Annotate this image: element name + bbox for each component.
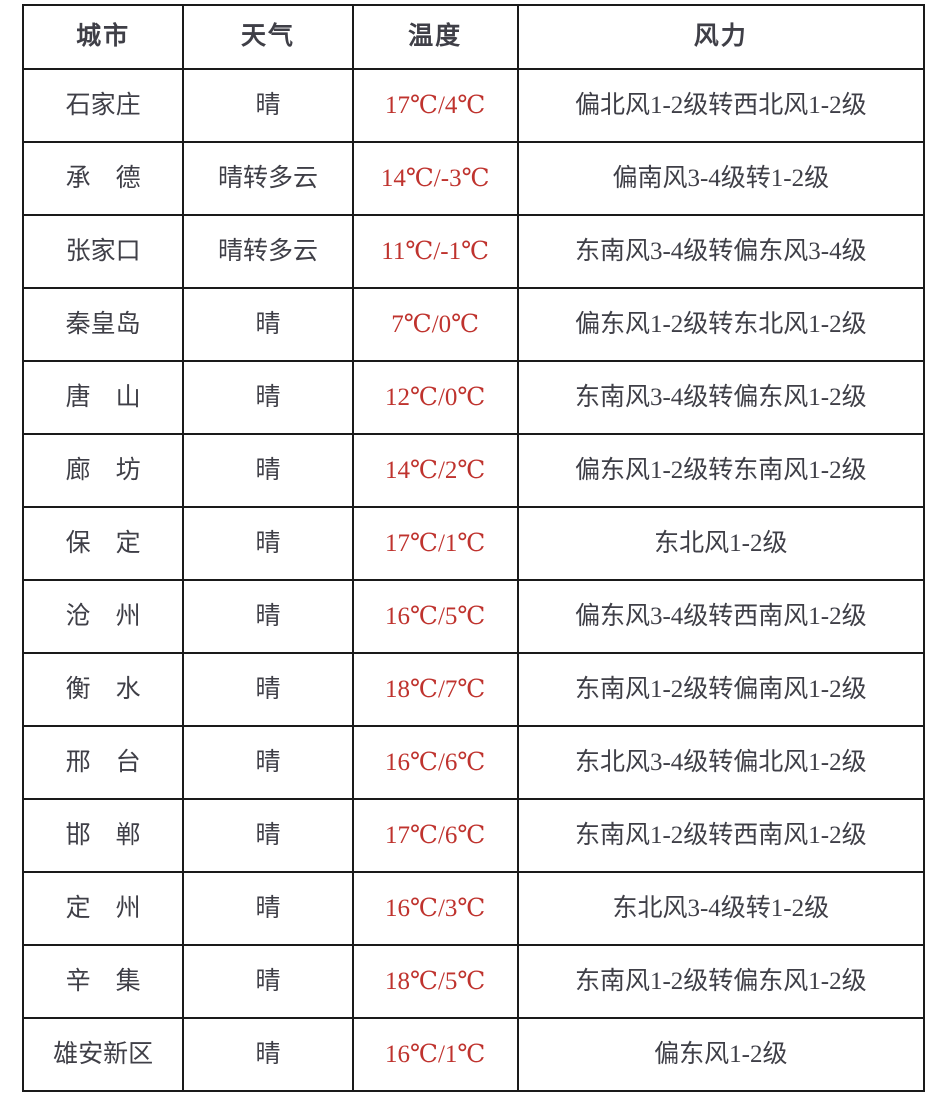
city-cell: 石家庄: [21, 68, 185, 143]
table-body: 石家庄 晴 17℃/4℃ 偏北风1-2级转西北风1-2级 承 德 晴转多云 14…: [21, 68, 926, 1092]
header-city: 城市: [21, 4, 185, 70]
city-cell: 雄安新区: [21, 1017, 185, 1092]
city-cell: 辛 集: [21, 944, 185, 1019]
weather-cell: 晴转多云: [182, 141, 354, 216]
temp-cell: 14℃/2℃: [351, 433, 519, 508]
weather-cell: 晴: [182, 433, 354, 508]
wind-cell: 偏东风1-2级转东南风1-2级: [516, 433, 926, 508]
table-row: 沧 州 晴 16℃/5℃ 偏东风3-4级转西南风1-2级: [21, 579, 926, 654]
temp-cell: 14℃/-3℃: [351, 141, 519, 216]
table-row: 石家庄 晴 17℃/4℃ 偏北风1-2级转西北风1-2级: [21, 68, 926, 143]
temp-cell: 12℃/0℃: [351, 360, 519, 435]
city-cell: 邢 台: [21, 725, 185, 800]
temp-cell: 16℃/6℃: [351, 725, 519, 800]
temp-cell: 16℃/5℃: [351, 579, 519, 654]
temp-cell: 17℃/1℃: [351, 506, 519, 581]
temp-cell: 11℃/-1℃: [351, 214, 519, 289]
weather-cell: 晴: [182, 287, 354, 362]
table-row: 承 德 晴转多云 14℃/-3℃ 偏南风3-4级转1-2级: [21, 141, 926, 216]
temp-cell: 17℃/4℃: [351, 68, 519, 143]
temp-cell: 18℃/5℃: [351, 944, 519, 1019]
weather-cell: 晴: [182, 798, 354, 873]
temp-cell: 16℃/1℃: [351, 1017, 519, 1092]
wind-cell: 偏东风1-2级转东北风1-2级: [516, 287, 926, 362]
wind-cell: 偏南风3-4级转1-2级: [516, 141, 926, 216]
table-row: 邯 郸 晴 17℃/6℃ 东南风1-2级转西南风1-2级: [21, 798, 926, 873]
table-row: 雄安新区 晴 16℃/1℃ 偏东风1-2级: [21, 1017, 926, 1092]
temp-cell: 16℃/3℃: [351, 871, 519, 946]
wind-cell: 东南风3-4级转偏东风1-2级: [516, 360, 926, 435]
temp-cell: 7℃/0℃: [351, 287, 519, 362]
table-row: 辛 集 晴 18℃/5℃ 东南风1-2级转偏东风1-2级: [21, 944, 926, 1019]
wind-cell: 东南风1-2级转西南风1-2级: [516, 798, 926, 873]
table-row: 衡 水 晴 18℃/7℃ 东南风1-2级转偏南风1-2级: [21, 652, 926, 727]
wind-cell: 偏东风1-2级: [516, 1017, 926, 1092]
city-cell: 秦皇岛: [21, 287, 185, 362]
city-cell: 唐 山: [21, 360, 185, 435]
city-cell: 保 定: [21, 506, 185, 581]
city-cell: 定 州: [21, 871, 185, 946]
weather-cell: 晴: [182, 652, 354, 727]
weather-cell: 晴: [182, 579, 354, 654]
city-cell: 衡 水: [21, 652, 185, 727]
weather-cell: 晴: [182, 871, 354, 946]
weather-cell: 晴: [182, 506, 354, 581]
weather-cell: 晴转多云: [182, 214, 354, 289]
table-row: 保 定 晴 17℃/1℃ 东北风1-2级: [21, 506, 926, 581]
wind-cell: 东北风3-4级转偏北风1-2级: [516, 725, 926, 800]
city-cell: 张家口: [21, 214, 185, 289]
weather-cell: 晴: [182, 1017, 354, 1092]
weather-cell: 晴: [182, 68, 354, 143]
header-temp: 温度: [351, 4, 519, 70]
wind-cell: 东南风3-4级转偏东风3-4级: [516, 214, 926, 289]
table-header-row: 城市 天气 温度 风力: [21, 4, 926, 70]
weather-cell: 晴: [182, 725, 354, 800]
table-row: 定 州 晴 16℃/3℃ 东北风3-4级转1-2级: [21, 871, 926, 946]
table-row: 邢 台 晴 16℃/6℃ 东北风3-4级转偏北风1-2级: [21, 725, 926, 800]
city-cell: 沧 州: [21, 579, 185, 654]
weather-cell: 晴: [182, 360, 354, 435]
header-wind: 风力: [516, 4, 926, 70]
table-row: 秦皇岛 晴 7℃/0℃ 偏东风1-2级转东北风1-2级: [21, 287, 926, 362]
wind-cell: 东北风1-2级: [516, 506, 926, 581]
header-weather: 天气: [182, 4, 354, 70]
temp-cell: 17℃/6℃: [351, 798, 519, 873]
table-row: 张家口 晴转多云 11℃/-1℃ 东南风3-4级转偏东风3-4级: [21, 214, 926, 289]
temp-cell: 18℃/7℃: [351, 652, 519, 727]
weather-cell: 晴: [182, 944, 354, 1019]
city-cell: 承 德: [21, 141, 185, 216]
wind-cell: 东南风1-2级转偏东风1-2级: [516, 944, 926, 1019]
city-cell: 邯 郸: [21, 798, 185, 873]
table-row: 唐 山 晴 12℃/0℃ 东南风3-4级转偏东风1-2级: [21, 360, 926, 435]
table-row: 廊 坊 晴 14℃/2℃ 偏东风1-2级转东南风1-2级: [21, 433, 926, 508]
weather-forecast-table: 城市 天气 温度 风力 石家庄 晴 17℃/4℃ 偏北风1-2级转西北风1-2级…: [21, 4, 926, 1092]
wind-cell: 东南风1-2级转偏南风1-2级: [516, 652, 926, 727]
wind-cell: 偏北风1-2级转西北风1-2级: [516, 68, 926, 143]
wind-cell: 东北风3-4级转1-2级: [516, 871, 926, 946]
city-cell: 廊 坊: [21, 433, 185, 508]
wind-cell: 偏东风3-4级转西南风1-2级: [516, 579, 926, 654]
